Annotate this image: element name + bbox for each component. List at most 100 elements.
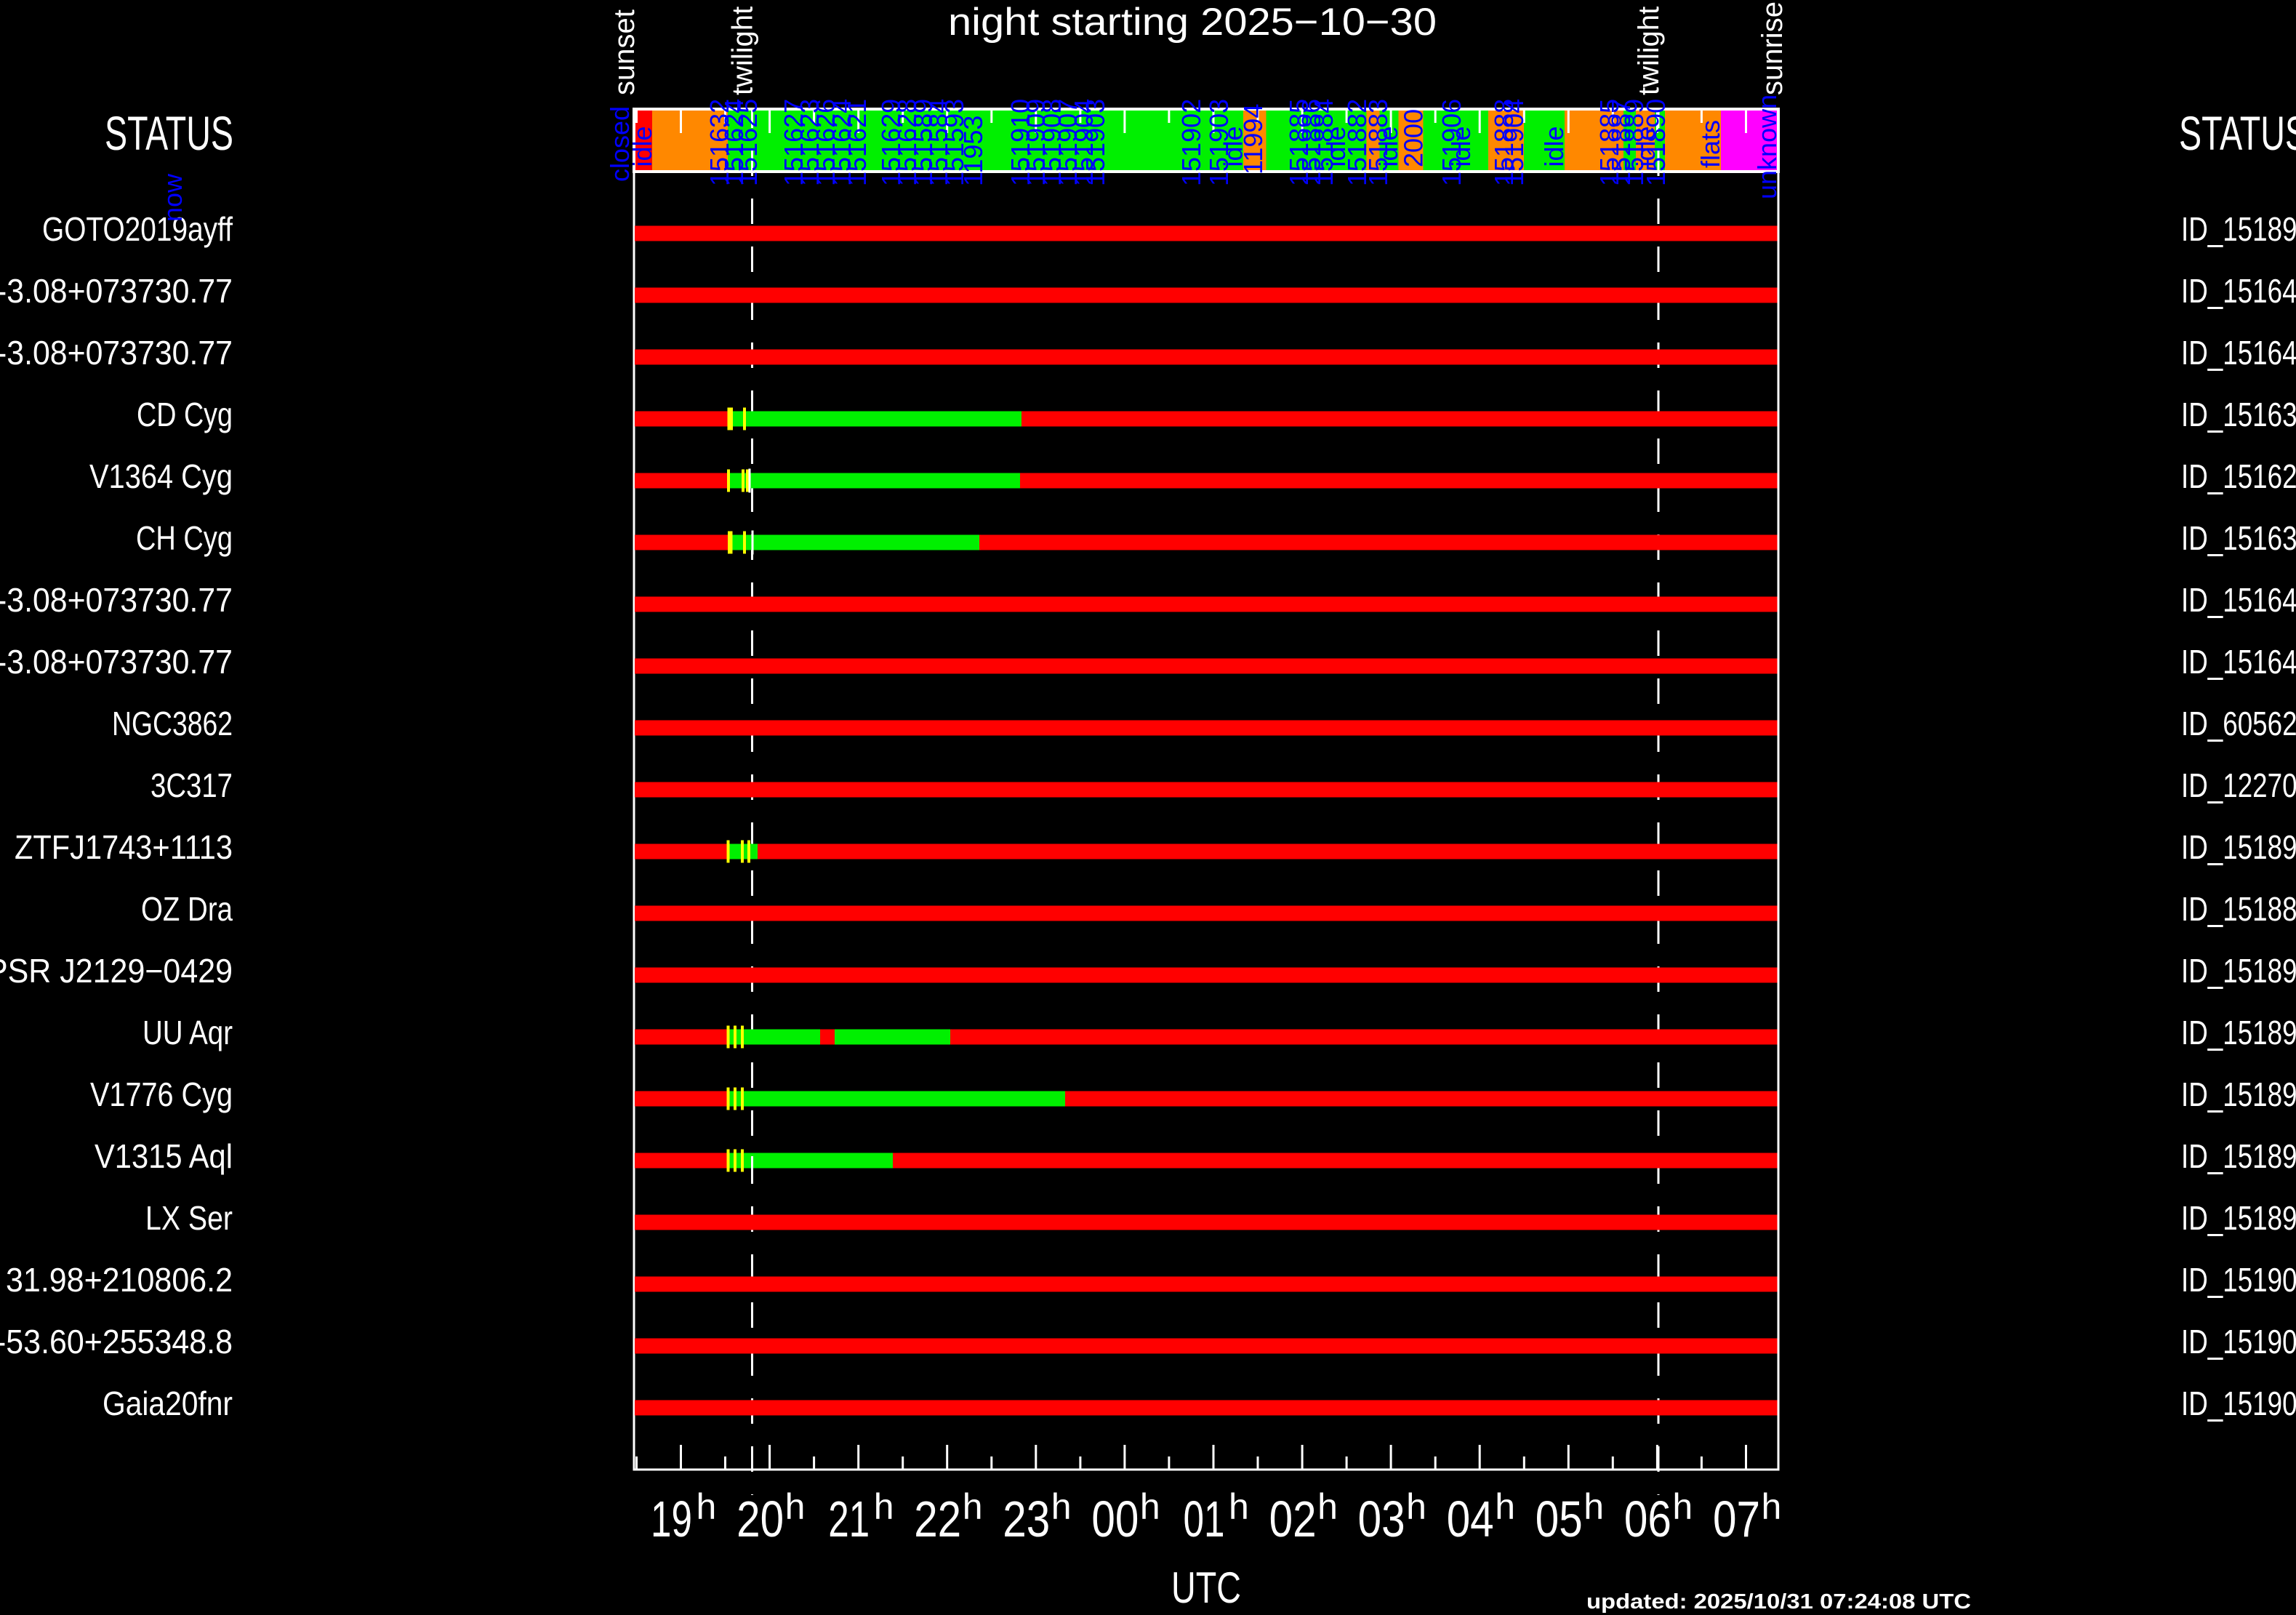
- svg-text:twilight: twilight: [1633, 7, 1665, 95]
- svg-text:sunrise: sunrise: [1757, 1, 1789, 95]
- svg-text:-53.60+255348.8: -53.60+255348.8: [0, 1323, 233, 1360]
- svg-text:STATUS: STATUS: [105, 106, 233, 160]
- svg-text:h: h: [1406, 1486, 1426, 1527]
- svg-text:ID_151891: ID_151891: [2181, 1199, 2296, 1237]
- svg-text:idle: idle: [1539, 126, 1569, 167]
- svg-text:ID_605621: ID_605621: [2181, 705, 2296, 742]
- svg-text:ID_151891: ID_151891: [2181, 828, 2296, 866]
- svg-text:151625: 151625: [733, 99, 763, 186]
- svg-text:ID_151641: ID_151641: [2181, 334, 2296, 372]
- svg-text:idle: idle: [627, 126, 657, 167]
- svg-text:151623: 151623: [795, 99, 824, 186]
- svg-text:twilight: twilight: [727, 7, 759, 95]
- svg-text:ID_151641: ID_151641: [2181, 581, 2296, 619]
- svg-text:151627: 151627: [779, 99, 808, 186]
- svg-text:ID_122701: ID_122701: [2181, 766, 2296, 804]
- svg-text:151624: 151624: [719, 99, 749, 186]
- svg-text:idle: idle: [1321, 126, 1351, 167]
- svg-text:00: 00: [1091, 1491, 1139, 1547]
- svg-text:updated: 2025/10/31 07:24:08 U: updated: 2025/10/31 07:24:08 UTC: [1586, 1590, 1971, 1614]
- svg-text:UU Aqr: UU Aqr: [143, 1014, 233, 1051]
- svg-text:151890: 151890: [1641, 99, 1671, 186]
- svg-text:04: 04: [1447, 1491, 1494, 1547]
- svg-text:151626: 151626: [811, 99, 840, 186]
- svg-text:NGC3862: NGC3862: [112, 705, 233, 742]
- svg-text:ID_151891: ID_151891: [2181, 952, 2296, 990]
- svg-text:CD Cyg: CD Cyg: [137, 396, 233, 433]
- svg-text:unknown: unknown: [1752, 95, 1782, 199]
- svg-text:151589: 151589: [908, 99, 938, 186]
- svg-text:21: 21: [828, 1491, 870, 1547]
- svg-text:idle: idle: [1373, 126, 1403, 167]
- svg-text:h: h: [1317, 1486, 1338, 1527]
- svg-text:151910: 151910: [1005, 99, 1035, 186]
- svg-text:ID_151641: ID_151641: [2181, 643, 2296, 681]
- svg-text:151621: 151621: [842, 99, 872, 186]
- svg-text:2000: 2000: [1399, 109, 1429, 167]
- svg-text:ID_151901: ID_151901: [2181, 1261, 2296, 1299]
- svg-text:07: 07: [1713, 1491, 1760, 1547]
- svg-text:sunset: sunset: [609, 9, 641, 95]
- svg-text:-3.08+073730.77: -3.08+073730.77: [0, 643, 233, 681]
- svg-text:11953: 11953: [958, 116, 988, 186]
- svg-text:151906: 151906: [1437, 99, 1466, 186]
- svg-text:151907: 151907: [1053, 99, 1083, 186]
- svg-text:V1315 Aql: V1315 Aql: [95, 1137, 233, 1175]
- svg-text:LX Ser: LX Ser: [145, 1199, 233, 1237]
- svg-text:ID_151641: ID_151641: [2181, 272, 2296, 310]
- svg-text:151904: 151904: [1499, 99, 1529, 186]
- svg-text:idle: idle: [1631, 126, 1661, 167]
- svg-text:20: 20: [736, 1491, 784, 1547]
- svg-text:3C317: 3C317: [150, 766, 233, 804]
- svg-text:ID_151631: ID_151631: [2181, 519, 2296, 557]
- svg-text:151889: 151889: [1619, 99, 1649, 186]
- svg-text:Gaia20fnr: Gaia20fnr: [103, 1384, 233, 1422]
- svg-text:idle: idle: [1219, 126, 1248, 167]
- svg-text:h: h: [785, 1486, 806, 1527]
- svg-text:CH Cyg: CH Cyg: [136, 519, 233, 557]
- svg-text:night starting 2025−10−30: night starting 2025−10−30: [948, 1, 1437, 44]
- svg-text:flats: flats: [1695, 120, 1725, 168]
- svg-text:V1364 Cyg: V1364 Cyg: [89, 457, 233, 495]
- svg-text:GOTO2019ayff: GOTO2019ayff: [42, 210, 233, 248]
- svg-text:03: 03: [1358, 1491, 1405, 1547]
- svg-text:151909: 151909: [1021, 99, 1051, 186]
- svg-text:ID_151891: ID_151891: [2181, 1014, 2296, 1051]
- svg-text:23: 23: [1003, 1491, 1050, 1547]
- svg-text:h: h: [1762, 1486, 1782, 1527]
- svg-text:now: now: [158, 173, 188, 222]
- svg-text:31.98+210806.2: 31.98+210806.2: [6, 1261, 233, 1299]
- svg-text:h: h: [874, 1486, 894, 1527]
- svg-text:h: h: [1495, 1486, 1515, 1527]
- svg-text:151882: 151882: [1342, 99, 1372, 186]
- svg-text:151903: 151903: [1204, 99, 1234, 186]
- svg-text:ID_151631: ID_151631: [2181, 396, 2296, 433]
- svg-text:151903: 151903: [1080, 99, 1110, 186]
- svg-text:ID_151881: ID_151881: [2181, 890, 2296, 928]
- svg-text:151884: 151884: [1309, 99, 1338, 186]
- svg-text:PSR J2129−0429: PSR J2129−0429: [0, 952, 233, 990]
- svg-text:151624: 151624: [827, 99, 856, 186]
- svg-text:h: h: [963, 1486, 983, 1527]
- svg-text:ID_151891: ID_151891: [2181, 1137, 2296, 1175]
- svg-text:h: h: [1051, 1486, 1072, 1527]
- svg-text:idle: idle: [1446, 126, 1476, 167]
- svg-text:ID_151890: ID_151890: [2181, 210, 2296, 248]
- svg-text:151883: 151883: [1363, 99, 1393, 186]
- svg-text:h: h: [1672, 1486, 1693, 1527]
- svg-text:ID_151621: ID_151621: [2181, 457, 2296, 495]
- svg-text:OZ Dra: OZ Dra: [141, 890, 233, 928]
- svg-text:-3.08+073730.77: -3.08+073730.77: [0, 272, 233, 310]
- svg-text:151885: 151885: [1284, 99, 1314, 186]
- svg-text:22: 22: [914, 1491, 961, 1547]
- svg-text:151904: 151904: [1069, 99, 1099, 186]
- svg-text:h: h: [1140, 1486, 1160, 1527]
- svg-text:-3.08+073730.77: -3.08+073730.77: [0, 334, 233, 372]
- svg-text:h: h: [697, 1486, 717, 1527]
- svg-text:151888: 151888: [1489, 99, 1519, 186]
- svg-text:ID_151901: ID_151901: [2181, 1384, 2296, 1422]
- svg-text:19: 19: [651, 1491, 692, 1547]
- svg-text:06: 06: [1624, 1491, 1671, 1547]
- svg-text:151887: 151887: [1606, 99, 1636, 186]
- svg-text:ID_151901: ID_151901: [2181, 1323, 2296, 1360]
